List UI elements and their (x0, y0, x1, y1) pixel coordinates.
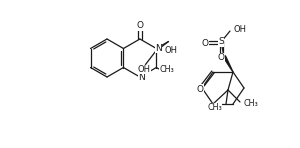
Text: O: O (202, 38, 208, 48)
Text: OH: OH (164, 46, 178, 55)
Text: OH: OH (234, 25, 247, 33)
Text: S: S (218, 37, 224, 46)
Text: CH₃: CH₃ (244, 99, 259, 107)
Text: N: N (139, 73, 145, 82)
Text: O: O (136, 21, 143, 30)
Text: N: N (155, 44, 162, 53)
Text: CH₃: CH₃ (207, 103, 222, 112)
Text: O: O (196, 85, 203, 94)
Text: O: O (218, 53, 224, 62)
Text: OH: OH (138, 65, 151, 74)
Text: CH₃: CH₃ (159, 66, 174, 74)
Polygon shape (223, 56, 233, 72)
